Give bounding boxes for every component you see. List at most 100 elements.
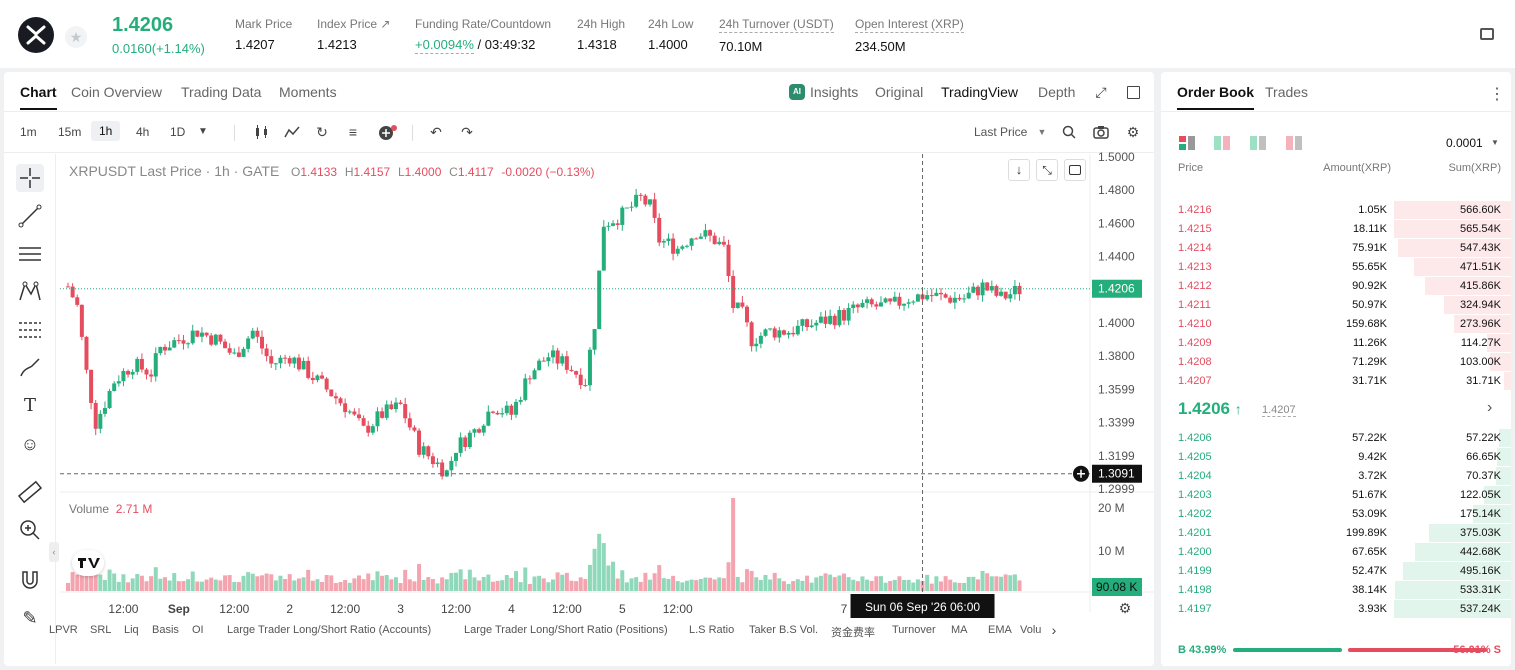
indicator-item[interactable]: LPVR — [49, 624, 78, 636]
indicator-item[interactable]: Taker B.S Vol. — [749, 624, 819, 636]
magnet-icon[interactable] — [16, 566, 44, 594]
list-icon[interactable]: ≡ — [348, 124, 358, 140]
interval-15m[interactable]: 15m — [58, 125, 82, 139]
bid-row[interactable]: 1.4199 52.47K 495.16K — [1161, 562, 1511, 580]
tab-trades[interactable]: Trades — [1265, 84, 1309, 100]
bid-row[interactable]: 1.4203 51.67K 122.05K — [1161, 486, 1511, 504]
candle-body — [333, 396, 338, 399]
pattern-icon[interactable] — [16, 278, 44, 306]
indicator-item[interactable]: Large Trader Long/Short Ratio (Positions… — [464, 624, 668, 636]
price-type-dropdown-icon[interactable]: ▼ — [1037, 127, 1047, 137]
emoji-icon[interactable]: ☺ — [20, 434, 40, 454]
candle-body — [763, 329, 768, 336]
bid-row[interactable]: 1.4205 9.42K 66.65K — [1161, 448, 1511, 466]
indicator-item[interactable]: Volu — [1020, 624, 1042, 636]
interval-4h[interactable]: 4h — [136, 125, 150, 139]
view-split-icon[interactable] — [1214, 136, 1230, 150]
undo-icon[interactable]: ↶ — [430, 124, 442, 140]
tab-tradingview[interactable]: TradingView — [941, 84, 1019, 100]
volume-bar — [860, 576, 865, 591]
tab-coin-overview[interactable]: Coin Overview — [71, 84, 163, 100]
bid-row[interactable]: 1.4197 3.93K 537.24K — [1161, 600, 1511, 618]
chevron-right-icon[interactable]: › — [1487, 399, 1493, 416]
interval-1d[interactable]: 1D — [170, 125, 186, 139]
indicator-item[interactable]: Turnover — [892, 624, 936, 636]
ask-row[interactable]: 1.4214 75.91K 547.43K — [1161, 239, 1511, 257]
candle-type-icon[interactable] — [254, 125, 270, 139]
volume-bar — [260, 575, 264, 591]
trend-line-icon[interactable] — [16, 202, 44, 230]
pencil-icon[interactable]: ✎ — [22, 608, 38, 628]
view-bids-icon[interactable] — [1250, 136, 1266, 150]
ruler-icon[interactable] — [16, 478, 44, 506]
ask-row[interactable]: 1.4207 31.71K 31.71K — [1161, 372, 1511, 390]
redo-icon[interactable]: ↷ — [461, 124, 473, 140]
tab-chart[interactable]: Chart — [20, 84, 57, 110]
indicator-item[interactable]: EMA — [988, 624, 1012, 636]
bid-row[interactable]: 1.4202 53.09K 175.14K — [1161, 505, 1511, 523]
indicator-item[interactable]: Liq — [124, 624, 139, 636]
text-icon[interactable]: T — [23, 395, 36, 416]
refresh-icon[interactable]: ↻ — [316, 124, 328, 140]
bid-row[interactable]: 1.4201 199.89K 375.03K — [1161, 524, 1511, 542]
search-icon[interactable] — [1061, 125, 1077, 139]
view-both-icon[interactable] — [1179, 136, 1195, 150]
tab-moments[interactable]: Moments — [279, 84, 337, 100]
notes-icon[interactable] — [1480, 28, 1494, 40]
horizontal-lines-icon[interactable] — [16, 240, 44, 268]
ask-row[interactable]: 1.4210 159.68K 273.96K — [1161, 315, 1511, 333]
indicator-item[interactable]: Large Trader Long/Short Ratio (Accounts) — [227, 624, 432, 636]
arrow-down-icon[interactable]: ↓ — [1008, 159, 1030, 181]
tab-original[interactable]: Original — [875, 84, 924, 100]
zoom-icon[interactable] — [16, 516, 44, 544]
camera-icon[interactable] — [1093, 125, 1109, 139]
bid-row[interactable]: 1.4200 67.65K 442.68K — [1161, 543, 1511, 561]
candle-body — [980, 282, 985, 296]
indicator-item[interactable]: SRL — [90, 624, 112, 636]
fullscreen-icon[interactable] — [1064, 159, 1086, 181]
volume-bar — [837, 575, 842, 591]
fib-icon[interactable] — [16, 316, 44, 344]
indicator-item[interactable]: Basis — [152, 624, 179, 636]
brush-icon[interactable] — [16, 354, 44, 382]
settings-gear-icon[interactable]: ⚙ — [1126, 124, 1140, 140]
favorite-star-icon[interactable]: ★ — [65, 26, 87, 48]
collapse-toolbar-icon[interactable]: ‹ — [49, 542, 59, 562]
stat-index-price[interactable]: Index Price ↗ 1.4213 — [317, 17, 390, 52]
indicators-icon[interactable] — [284, 125, 300, 139]
window-icon[interactable] — [1127, 86, 1140, 99]
ask-row[interactable]: 1.4211 50.97K 324.94K — [1161, 296, 1511, 314]
more-options-icon[interactable]: ⋮ — [1489, 86, 1505, 103]
interval-1m[interactable]: 1m — [20, 125, 37, 139]
price-type-select[interactable]: Last Price — [974, 125, 1028, 139]
ask-row[interactable]: 1.4209 11.26K 114.27K — [1161, 334, 1511, 352]
indicator-scroll-right-icon[interactable]: › — [1051, 622, 1057, 638]
tab-depth[interactable]: Depth — [1038, 84, 1076, 100]
indicator-item[interactable]: L.S Ratio — [689, 624, 735, 636]
precision-select[interactable]: 0.0001 — [1446, 136, 1483, 150]
ask-row[interactable]: 1.4216 1.05K 566.60K — [1161, 201, 1511, 219]
collapse-icon[interactable]: ⤡ — [1036, 159, 1058, 181]
ask-row[interactable]: 1.4212 90.92K 415.86K — [1161, 277, 1511, 295]
indicator-item[interactable]: 资金费率 — [831, 627, 875, 639]
bid-row[interactable]: 1.4204 3.72K 70.37K — [1161, 467, 1511, 485]
price-chart[interactable]: 1.50001.48001.46001.44001.42001.40001.38… — [4, 72, 1154, 666]
tab-insights[interactable]: Insights — [810, 84, 859, 100]
ask-row[interactable]: 1.4208 71.29K 103.00K — [1161, 353, 1511, 371]
chart-settings-icon[interactable]: ⚙ — [1118, 600, 1132, 616]
precision-dropdown-icon[interactable]: ▼ — [1491, 138, 1499, 147]
tab-order-book[interactable]: Order Book — [1177, 84, 1255, 110]
interval-dropdown-icon[interactable]: ▼ — [198, 126, 208, 137]
indicator-item[interactable]: OI — [192, 624, 204, 636]
ask-row[interactable]: 1.4213 55.65K 471.51K — [1161, 258, 1511, 276]
add-indicator-icon[interactable] — [378, 125, 397, 140]
interval-1h[interactable]: 1h — [91, 121, 121, 141]
indicator-item[interactable]: MA — [951, 624, 968, 636]
bid-row[interactable]: 1.4198 38.14K 533.31K — [1161, 581, 1511, 599]
view-asks-icon[interactable] — [1286, 136, 1302, 150]
ask-row[interactable]: 1.4215 18.11K 565.54K — [1161, 220, 1511, 238]
tab-trading-data[interactable]: Trading Data — [181, 84, 262, 100]
crosshair-icon[interactable] — [16, 164, 44, 192]
bid-row[interactable]: 1.4206 57.22K 57.22K — [1161, 429, 1511, 447]
expand-icon[interactable]: ⤢ — [1095, 84, 1107, 100]
